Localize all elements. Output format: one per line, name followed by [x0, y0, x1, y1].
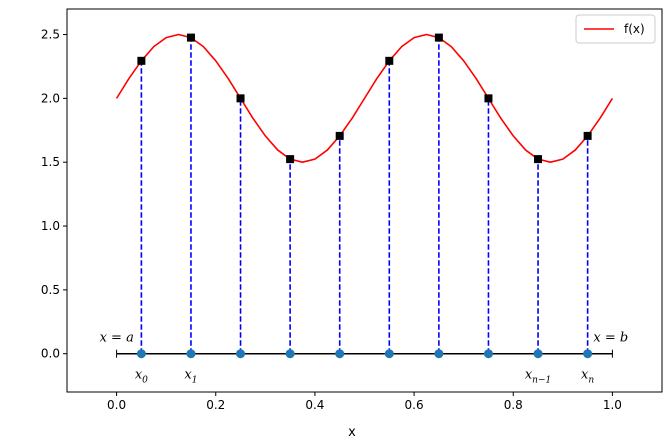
y-tick-label: 0.5 [41, 283, 60, 297]
curve-layer [115, 33, 614, 163]
label-x-equals-b: x = b [593, 331, 628, 346]
sample-point [583, 349, 593, 359]
label-x-equals-a: x = a [100, 331, 134, 346]
y-tick-label: 2.5 [41, 28, 60, 42]
data-point [385, 56, 394, 65]
markers-layer [136, 33, 593, 359]
interval-baseline-layer [116, 349, 613, 358]
sample-point [483, 349, 493, 359]
sample-point [285, 349, 295, 359]
data-point [286, 155, 295, 164]
sample-point [335, 349, 345, 359]
y-axis-ticks: 0.0 0.5 1.0 1.5 2.0 2.5 [41, 28, 67, 361]
x-tick-label: 0.6 [405, 398, 424, 412]
sample-point [236, 349, 246, 359]
node-label: xn [581, 368, 594, 386]
y-tick-label: 1.5 [41, 155, 60, 169]
data-point [137, 56, 146, 65]
x-axis-ticks: 0.0 0.2 0.4 0.6 0.8 1.0 [107, 392, 622, 412]
x-axis-label: x [348, 425, 356, 440]
x-tick-label: 0.2 [206, 398, 225, 412]
sample-point [136, 349, 146, 359]
node-label: x1 [184, 368, 197, 386]
data-point [236, 94, 245, 103]
series-line-fx [115, 33, 614, 163]
x-tick-label: 1.0 [603, 398, 622, 412]
annotations-layer: x = a x = b x0 x1 xn−1 xn [100, 331, 629, 386]
sample-point [533, 349, 543, 359]
y-tick-label: 0.0 [41, 347, 60, 361]
sample-point [186, 349, 196, 359]
x-tick-label: 0.0 [107, 398, 126, 412]
data-point [583, 131, 592, 140]
sample-point [434, 349, 444, 359]
data-point [434, 33, 443, 42]
data-point [534, 155, 543, 164]
y-tick-label: 1.0 [41, 219, 60, 233]
data-point [335, 131, 344, 140]
data-point [186, 33, 195, 42]
y-tick-label: 2.0 [41, 91, 60, 105]
x-tick-label: 0.4 [305, 398, 324, 412]
stems-layer [140, 37, 589, 354]
data-point [484, 94, 493, 103]
x-tick-label: 0.8 [504, 398, 523, 412]
sample-point [384, 349, 394, 359]
node-label: xn−1 [525, 368, 551, 386]
legend-label-fx: f(x) [624, 22, 645, 36]
legend-frame [575, 14, 656, 44]
plot-frame [66, 8, 663, 393]
plot-area [67, 9, 662, 392]
node-label: x0 [135, 368, 148, 386]
legend[interactable]: f(x) [575, 14, 656, 44]
